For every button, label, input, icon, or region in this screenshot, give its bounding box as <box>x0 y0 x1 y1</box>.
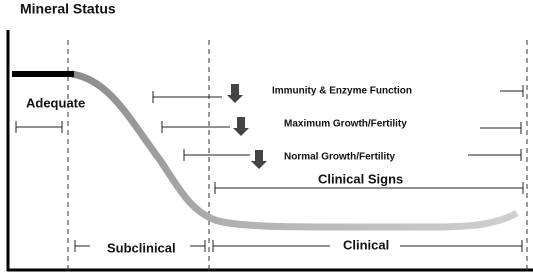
range <box>214 182 524 194</box>
subclinical-label: Subclinical <box>107 240 176 255</box>
function-label: Immunity & Enzyme Function <box>272 86 412 97</box>
function-label: Maximum Growth/Fertility <box>284 119 407 130</box>
function-label: Normal Growth/Fertility <box>284 152 396 163</box>
range <box>468 149 522 161</box>
status-curve <box>71 70 519 231</box>
arrow <box>251 150 267 169</box>
clinical-signs-label: Clinical Signs <box>318 171 403 186</box>
title: Mineral Status <box>20 1 116 17</box>
range <box>152 91 222 103</box>
range <box>212 240 523 252</box>
range <box>480 122 522 134</box>
range <box>161 121 230 133</box>
clinical-label: Clinical <box>343 237 389 252</box>
range <box>183 149 250 161</box>
arrow <box>227 84 243 103</box>
range <box>15 121 63 133</box>
adequate-label: Adequate <box>26 95 85 110</box>
range <box>74 240 206 252</box>
range <box>500 85 524 97</box>
arrow <box>233 117 249 136</box>
